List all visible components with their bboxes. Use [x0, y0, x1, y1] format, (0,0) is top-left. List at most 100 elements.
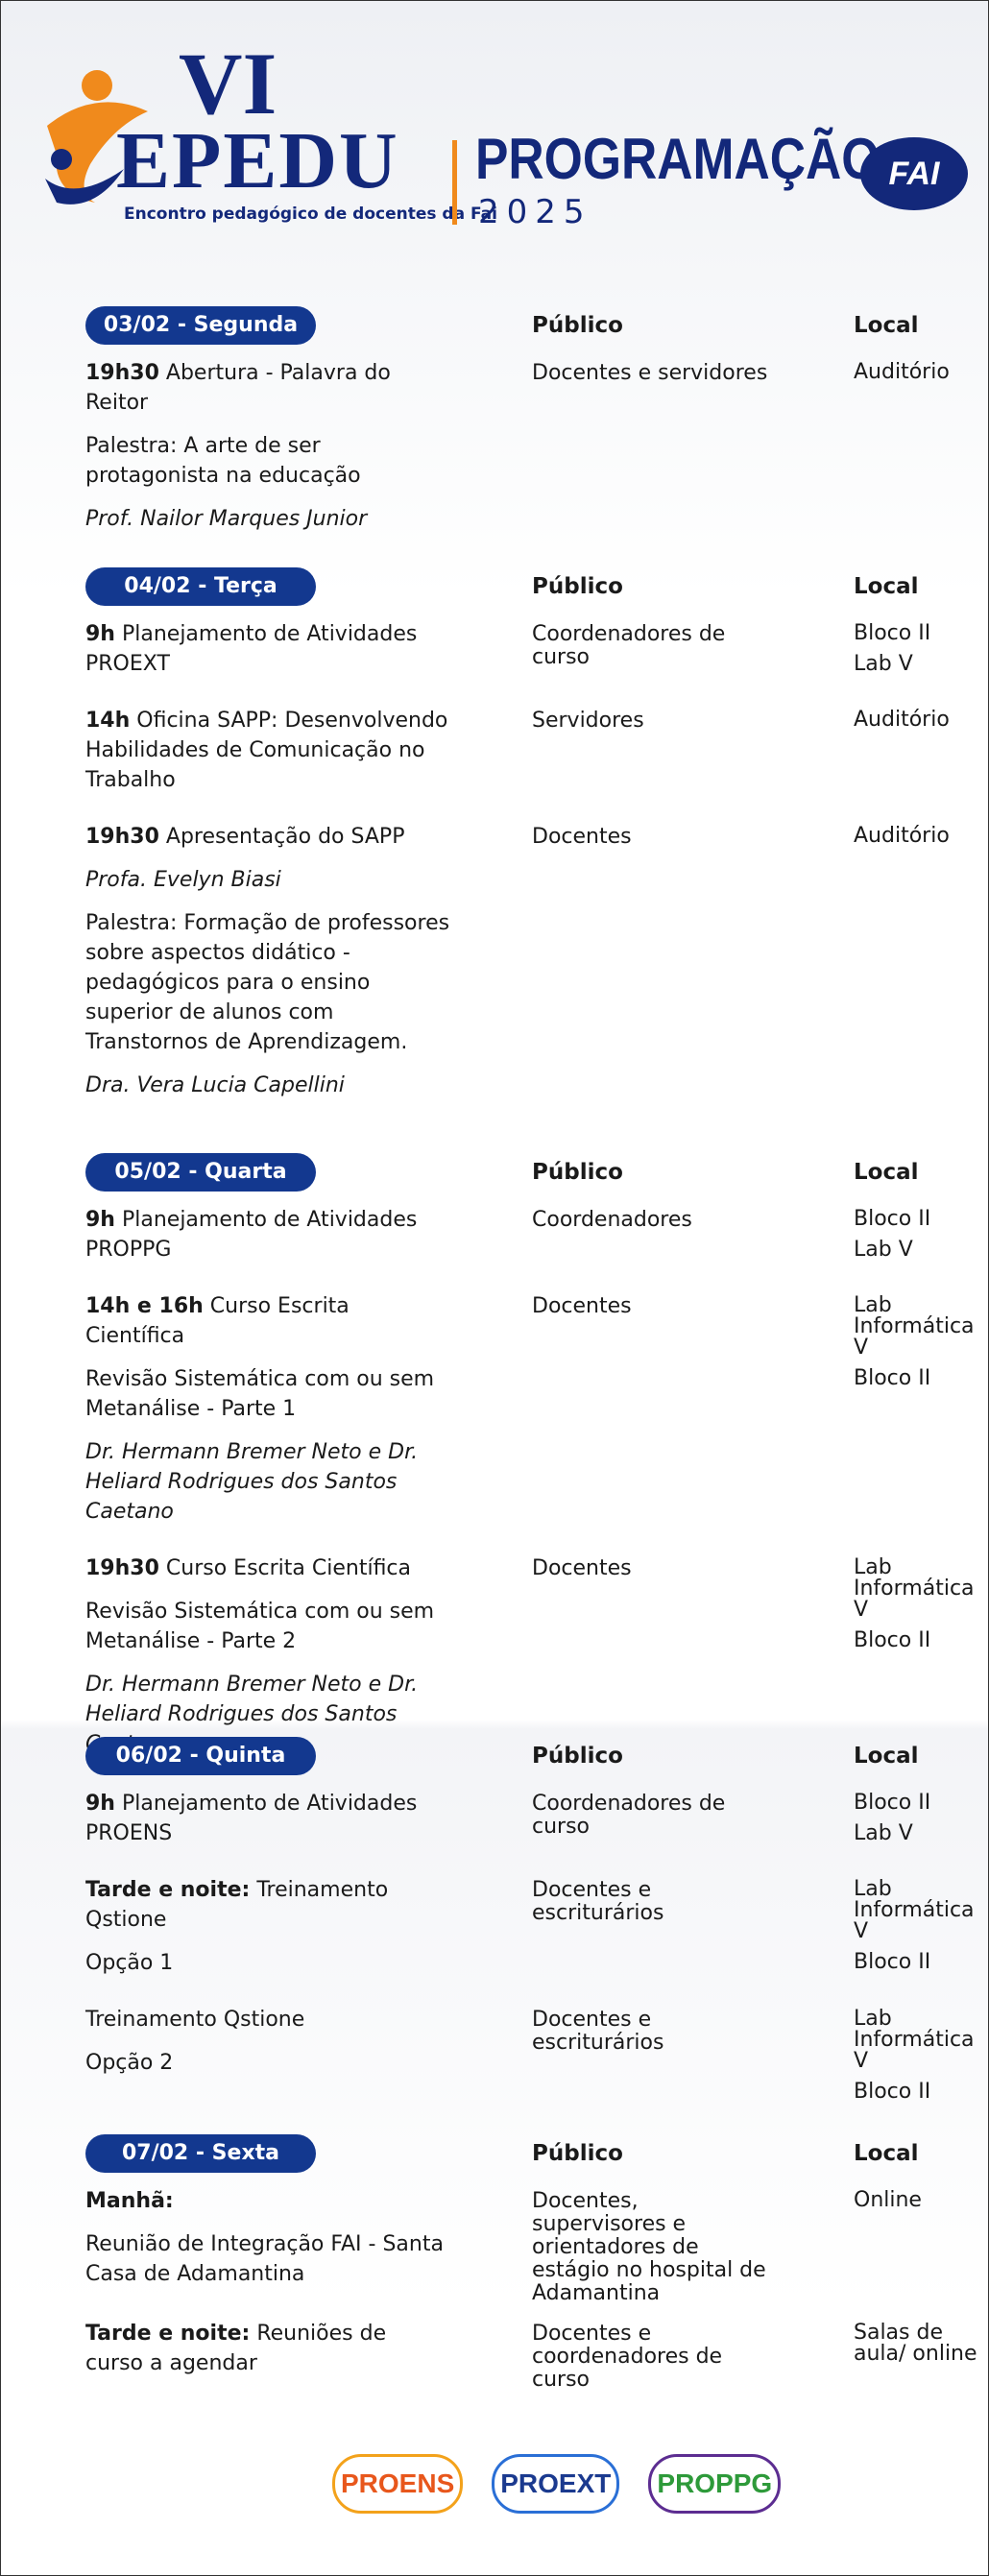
location-line: Auditório	[854, 360, 950, 384]
activity: Treinamento Qstione Opção 2	[85, 2005, 450, 2112]
time: Manhã:	[85, 2189, 174, 2213]
activity: Manhã: Reunião de Integração FAI - Santa …	[85, 2186, 450, 2305]
local-header: Local	[854, 574, 919, 599]
activity-line: Palestra: A arte de ser protagonista na …	[85, 431, 450, 491]
location: Bloco II Lab V	[772, 619, 989, 692]
activity-text: Reunião de Integração FAI - Santa Casa d…	[85, 2232, 444, 2286]
activity-line: Revisão Sistemática com ou sem Metanális…	[85, 1597, 450, 1656]
activity-text: Palestra: A arte de ser protagonista na …	[85, 434, 361, 488]
location: Bloco II Lab V	[772, 1789, 989, 1862]
activity-text: Abertura - Palavra do Reitor	[85, 361, 391, 415]
tagline: Encontro pedagógico de docentes da Fai	[124, 205, 497, 224]
activity-line: Profa. Evelyn Biasi	[85, 868, 281, 892]
time: 19h30	[85, 361, 159, 385]
activity: 9h Planejamento de Atividades PROEXT	[85, 619, 450, 692]
footer-logo: PROPPG	[648, 2454, 782, 2514]
icon-body	[47, 102, 148, 203]
location-line: Lab V	[854, 1238, 913, 1262]
local-header: Local	[854, 1744, 919, 1769]
activity-line: Opção 2	[85, 2048, 450, 2078]
audience: Coordenadores	[532, 1208, 692, 1232]
location: Auditório	[772, 358, 989, 547]
activity-line: Tarde e noite: Treinamento Qstione	[85, 1875, 450, 1935]
icon-head2	[51, 149, 72, 170]
activity-text: Oficina SAPP: Desenvolvendo Habilidades …	[85, 709, 448, 792]
location: Auditório	[772, 822, 989, 1114]
day-header: 06/02 - Quinta Público Local	[85, 1737, 988, 1775]
time: 9h	[85, 622, 115, 646]
schedule-item: 9h Planejamento de Atividades PROENS Coor…	[85, 1789, 988, 1862]
schedule-item: 14h Oficina SAPP: Desenvolvendo Habilida…	[85, 706, 988, 808]
activity-line: 19h30 Curso Escrita Científica	[85, 1553, 450, 1583]
location: Lab Informática V Bloco II	[772, 1875, 989, 1991]
location-line: Salas de aula/ online	[854, 2321, 977, 2366]
footer-logos: PROENS PROEXT PROPPG	[332, 2454, 782, 2514]
activity-line: Manhã:	[85, 2186, 450, 2216]
day-header: 05/02 - Quarta Público Local	[85, 1153, 988, 1192]
schedule-item: 14h e 16h Curso Escrita Científica Revisã…	[85, 1291, 988, 1540]
activity: 14h Oficina SAPP: Desenvolvendo Habilida…	[85, 706, 450, 808]
time: Tarde e noite:	[85, 2322, 251, 2346]
epedu-icon	[45, 70, 148, 205]
activity-text: Opção 1	[85, 1951, 174, 1975]
activity-text: Planejamento de Atividades PROPPG	[85, 1208, 418, 1262]
day-pill: 07/02 - Sexta	[85, 2134, 316, 2173]
day-pill: 06/02 - Quinta	[85, 1737, 316, 1775]
time: 19h30	[85, 1556, 159, 1580]
location: Auditório	[772, 706, 989, 808]
time: 19h30	[85, 825, 159, 849]
logo-epedu: EPEDU	[116, 116, 399, 205]
icon-head	[82, 70, 112, 101]
activity-text: Treinamento Qstione	[85, 1878, 389, 1932]
activity-line: Prof. Nailor Marques Junior	[85, 507, 368, 531]
logo-vi: VI	[179, 35, 277, 132]
location: Salas de aula/ online	[772, 2319, 989, 2392]
tagline-text: Encontro pedagógico de docentes da	[124, 205, 466, 224]
location: Lab Informática V Bloco II	[772, 2005, 989, 2112]
activity-text: Reuniões de curso a agendar	[85, 2322, 387, 2375]
audience: Docentes	[532, 1294, 632, 1318]
audience: Servidores	[532, 709, 644, 733]
icon-body2	[45, 169, 124, 205]
activity-text: Apresentação do SAPP	[165, 825, 405, 849]
activity-line: 14h e 16h Curso Escrita Científica	[85, 1291, 450, 1351]
activity-line: 14h Oficina SAPP: Desenvolvendo Habilida…	[85, 706, 450, 795]
tagline-bold: Fai	[470, 205, 497, 224]
location-line: Online	[854, 2188, 922, 2212]
activity-line: Opção 1	[85, 1948, 450, 1978]
activity-line: 19h30 Apresentação do SAPP	[85, 822, 450, 852]
location: Bloco II Lab V	[772, 1205, 989, 1278]
activity-line: 9h Planejamento de Atividades PROEXT	[85, 619, 450, 679]
audience: Docentes e escriturários	[532, 2008, 664, 2055]
activity-line: Palestra: Formação de professores sobre …	[85, 908, 450, 1057]
public-header: Público	[532, 574, 623, 599]
activity: 14h e 16h Curso Escrita Científica Revisã…	[85, 1291, 450, 1540]
schedule-item: Manhã: Reunião de Integração FAI - Santa …	[85, 2186, 988, 2305]
activity-text: Planejamento de Atividades PROENS	[85, 1792, 418, 1845]
activity-text: Treinamento Qstione	[85, 2008, 305, 2032]
day-section: 03/02 - Segunda Público Local 19h30 Abertur…	[1, 306, 988, 547]
activity: 9h Planejamento de Atividades PROPPG	[85, 1205, 450, 1278]
day-pill: 03/02 - Segunda	[85, 306, 316, 345]
audience: Coordenadores de curso	[532, 1792, 726, 1839]
divider	[452, 140, 457, 225]
location: Lab Informática V Bloco II	[772, 1553, 989, 1772]
location-line: Lab V	[854, 1821, 913, 1845]
footer-logo: PROEXT	[492, 2454, 620, 2514]
location-line: Lab Informática V	[854, 1293, 975, 1360]
activity-line: 19h30 Abertura - Palavra do Reitor	[85, 358, 450, 418]
activity-text: Revisão Sistemática com ou sem Metanális…	[85, 1600, 435, 1653]
time: 14h	[85, 709, 131, 733]
audience: Docentes e escriturários	[532, 1878, 664, 1925]
local-header: Local	[854, 2141, 919, 2166]
activity-line: 9h Planejamento de Atividades PROENS	[85, 1789, 450, 1848]
location-line: Bloco II	[854, 1950, 931, 1974]
day-header: 07/02 - Sexta Público Local	[85, 2134, 988, 2173]
audience: Docentes e servidores	[532, 361, 768, 385]
audience: Coordenadores de curso	[532, 622, 726, 669]
day-header: 03/02 - Segunda Público Local	[85, 306, 988, 345]
year: 2025	[478, 193, 592, 231]
schedule-item: Tarde e noite: Treinamento Qstione Opção …	[85, 1875, 988, 1991]
day-section: 05/02 - Quarta Público Local 9h Planejament…	[1, 1153, 988, 1772]
time: Tarde e noite:	[85, 1878, 251, 1902]
